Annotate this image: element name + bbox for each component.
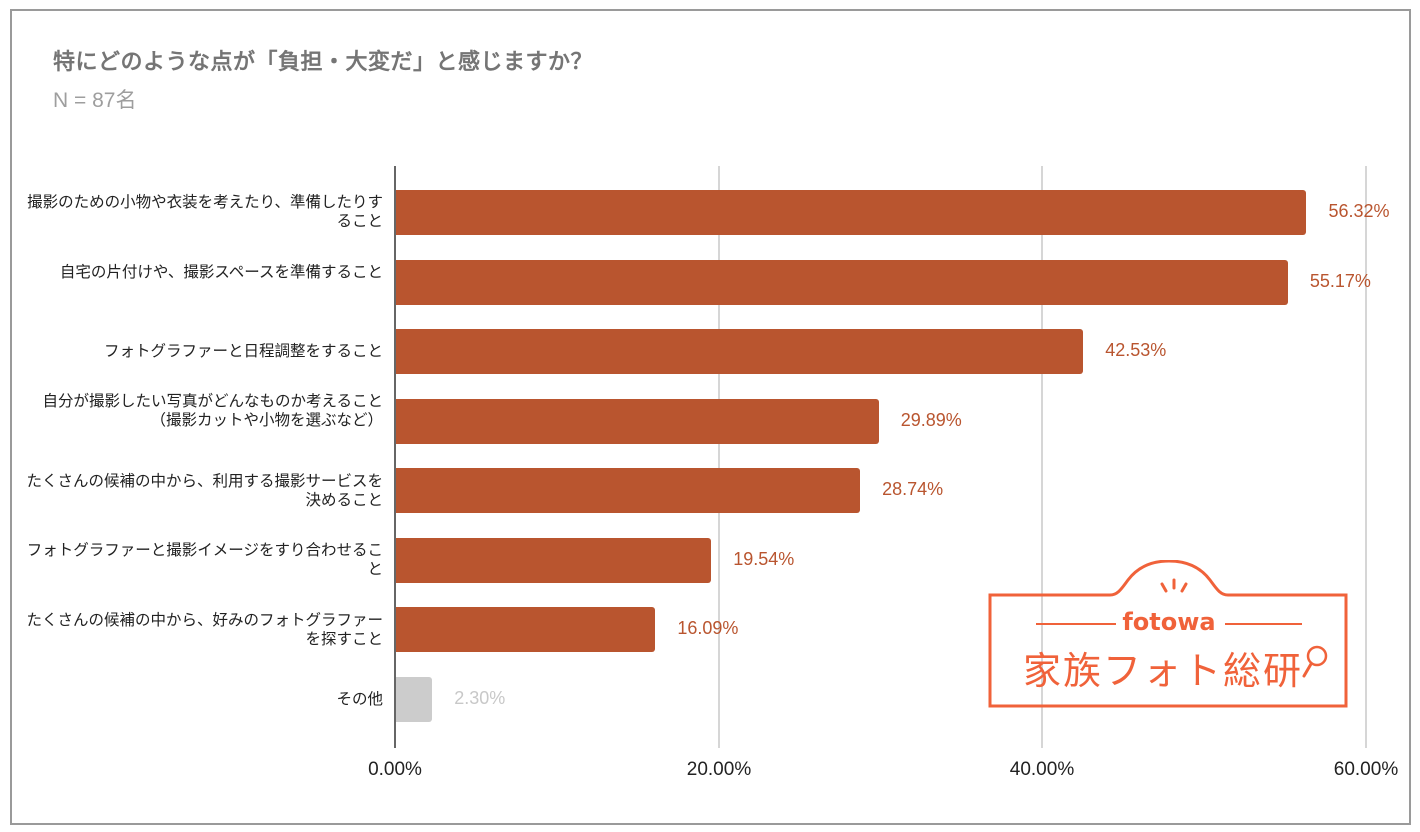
bar — [396, 260, 1288, 305]
value-label: 28.74% — [882, 479, 944, 499]
fotowa-logo: fotowa 家族フォト総研 — [988, 559, 1350, 710]
gridline-60 — [1365, 166, 1367, 748]
chart-subtitle: N = 87名 — [53, 89, 137, 112]
category-label: たくさんの候補の中から、好みのフォトグラファーを探すこと — [26, 611, 383, 648]
gridline-40 — [1041, 166, 1043, 748]
value-label: 2.30% — [454, 688, 506, 708]
value-label: 16.09% — [677, 618, 739, 638]
chart-title: 特にどのような点が「負担・大変だ」と感じますか？ — [53, 50, 594, 75]
x-tick-label: 0.00% — [368, 759, 422, 780]
logo-brand-text: fotowa — [1122, 608, 1216, 636]
logo-name-text: 家族フォト総研 — [1022, 649, 1303, 693]
bar — [396, 677, 433, 722]
value-label: 29.89% — [900, 410, 962, 430]
bar — [396, 468, 861, 513]
x-tick-label: 60.00% — [1333, 759, 1399, 780]
bar — [396, 538, 712, 583]
value-label: 56.32% — [1328, 201, 1390, 221]
bar — [396, 190, 1307, 235]
bar — [396, 607, 656, 652]
category-label: 自宅の片付けや、撮影スペースを準備すること — [59, 263, 383, 281]
category-label: フォトグラファーと撮影イメージをすり合わせること — [26, 541, 383, 578]
x-tick-label: 20.00% — [686, 759, 752, 780]
category-label: 撮影のための小物や衣装を考えたり、準備したりすること — [27, 193, 383, 230]
y-axis-line — [394, 166, 396, 748]
category-label: 自分が撮影したい写真がどんなものか考えること（撮影カットや小物を選ぶなど） — [42, 392, 383, 429]
value-label: 55.17% — [1309, 271, 1371, 291]
bar — [396, 399, 879, 444]
category-label: その他 — [336, 690, 383, 708]
category-label: フォトグラファーと日程調整をすること — [103, 342, 383, 360]
x-tick-label: 40.00% — [1009, 759, 1075, 780]
category-label: たくさんの候補の中から、利用する撮影サービスを決めること — [26, 472, 383, 509]
bar — [396, 329, 1084, 374]
gridline-20 — [718, 166, 720, 748]
value-label: 19.54% — [733, 549, 795, 569]
logo-frame-icon — [988, 559, 1348, 708]
value-label: 42.53% — [1105, 340, 1167, 360]
